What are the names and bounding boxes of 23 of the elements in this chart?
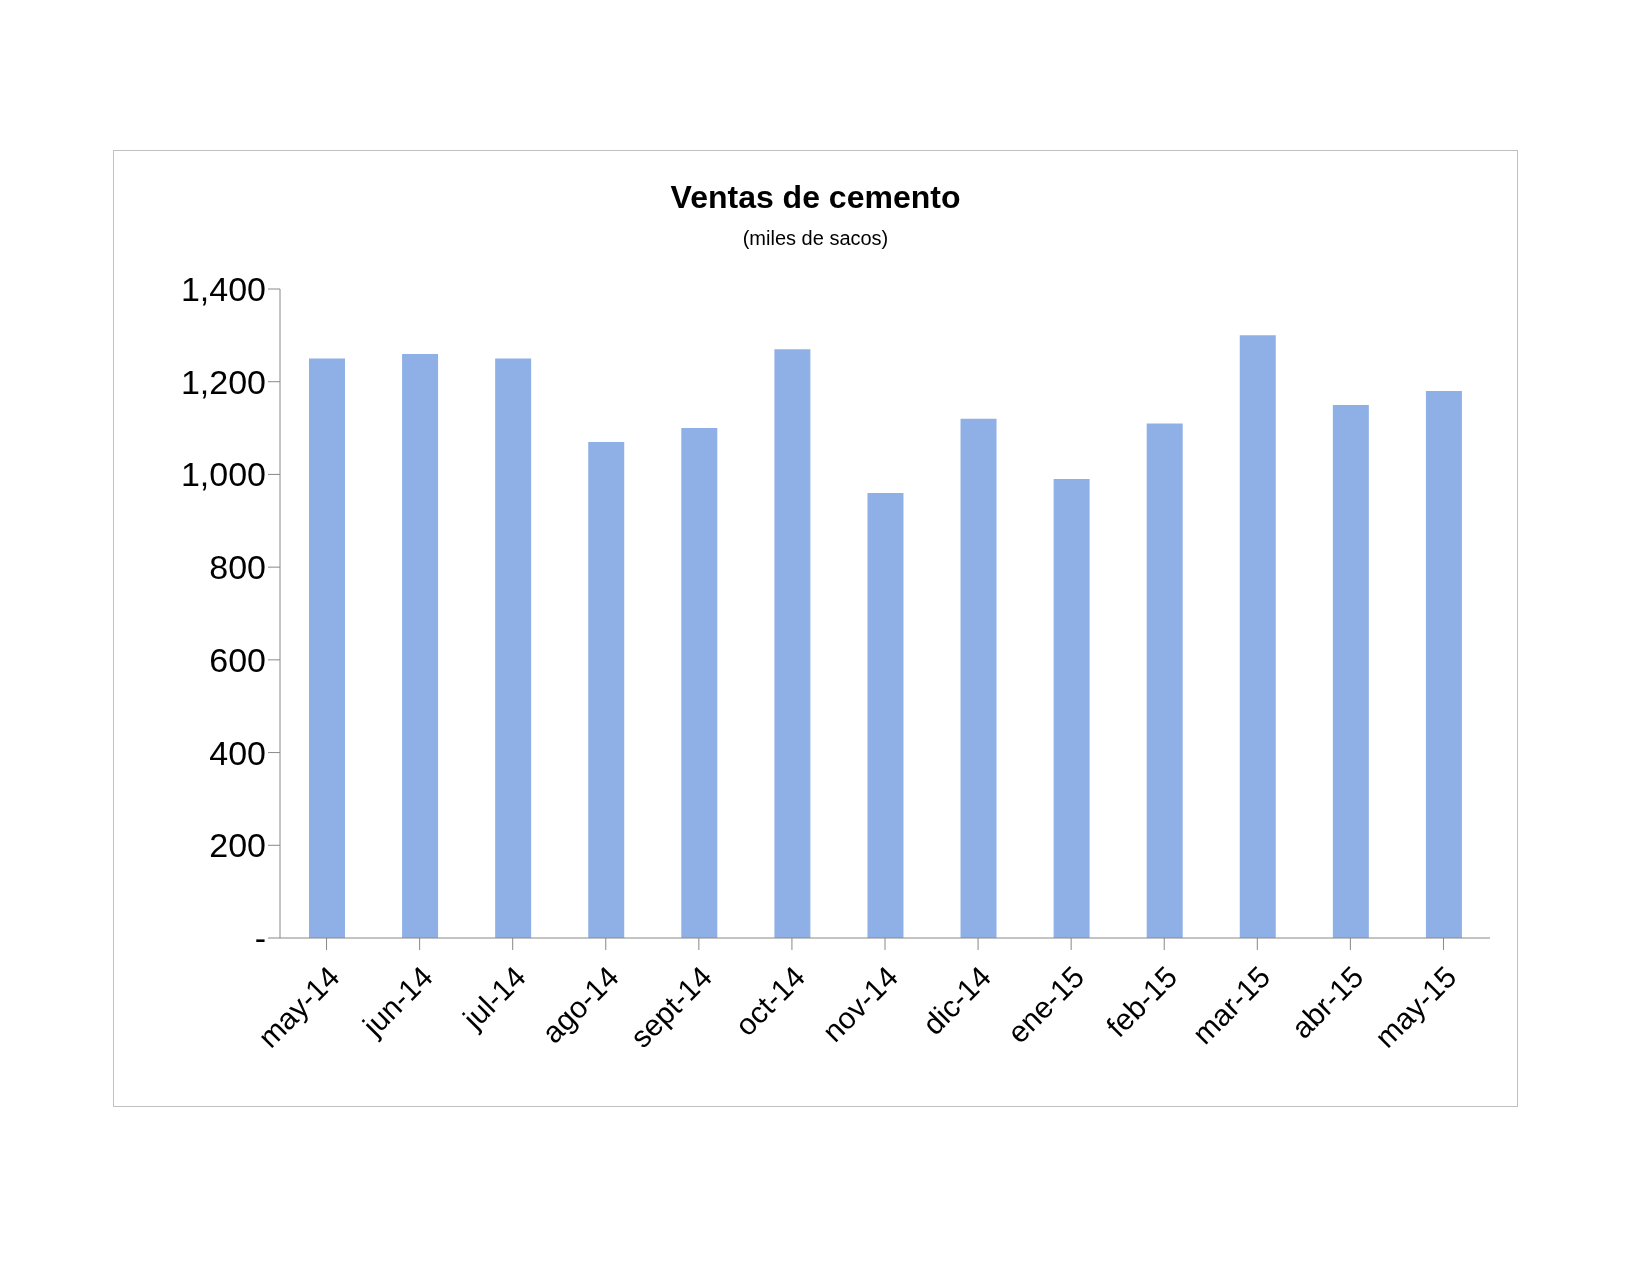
bar bbox=[588, 441, 625, 938]
bar bbox=[960, 418, 997, 938]
bar bbox=[1332, 404, 1369, 938]
bar bbox=[774, 349, 811, 938]
bar bbox=[867, 492, 904, 938]
chart-subtitle: (miles de sacos) bbox=[741, 227, 890, 250]
y-tick-label: 200 bbox=[209, 826, 266, 865]
y-tick-label: 600 bbox=[209, 640, 266, 679]
bar bbox=[1239, 335, 1276, 938]
bar bbox=[402, 353, 439, 938]
y-tick-label: 1,400 bbox=[180, 270, 266, 309]
y-tick-label: 800 bbox=[209, 548, 266, 587]
bar bbox=[495, 358, 532, 938]
bar bbox=[1425, 390, 1462, 938]
y-tick-label: - bbox=[254, 919, 266, 958]
y-tick-label: 400 bbox=[209, 733, 266, 772]
y-tick-label: 1,000 bbox=[180, 455, 266, 494]
bar bbox=[1146, 423, 1183, 938]
bar bbox=[1053, 479, 1090, 938]
y-tick-label: 1,200 bbox=[180, 362, 266, 401]
bar bbox=[309, 358, 345, 938]
bar bbox=[681, 428, 718, 938]
chart-title: Ventas de cemento bbox=[669, 179, 962, 216]
